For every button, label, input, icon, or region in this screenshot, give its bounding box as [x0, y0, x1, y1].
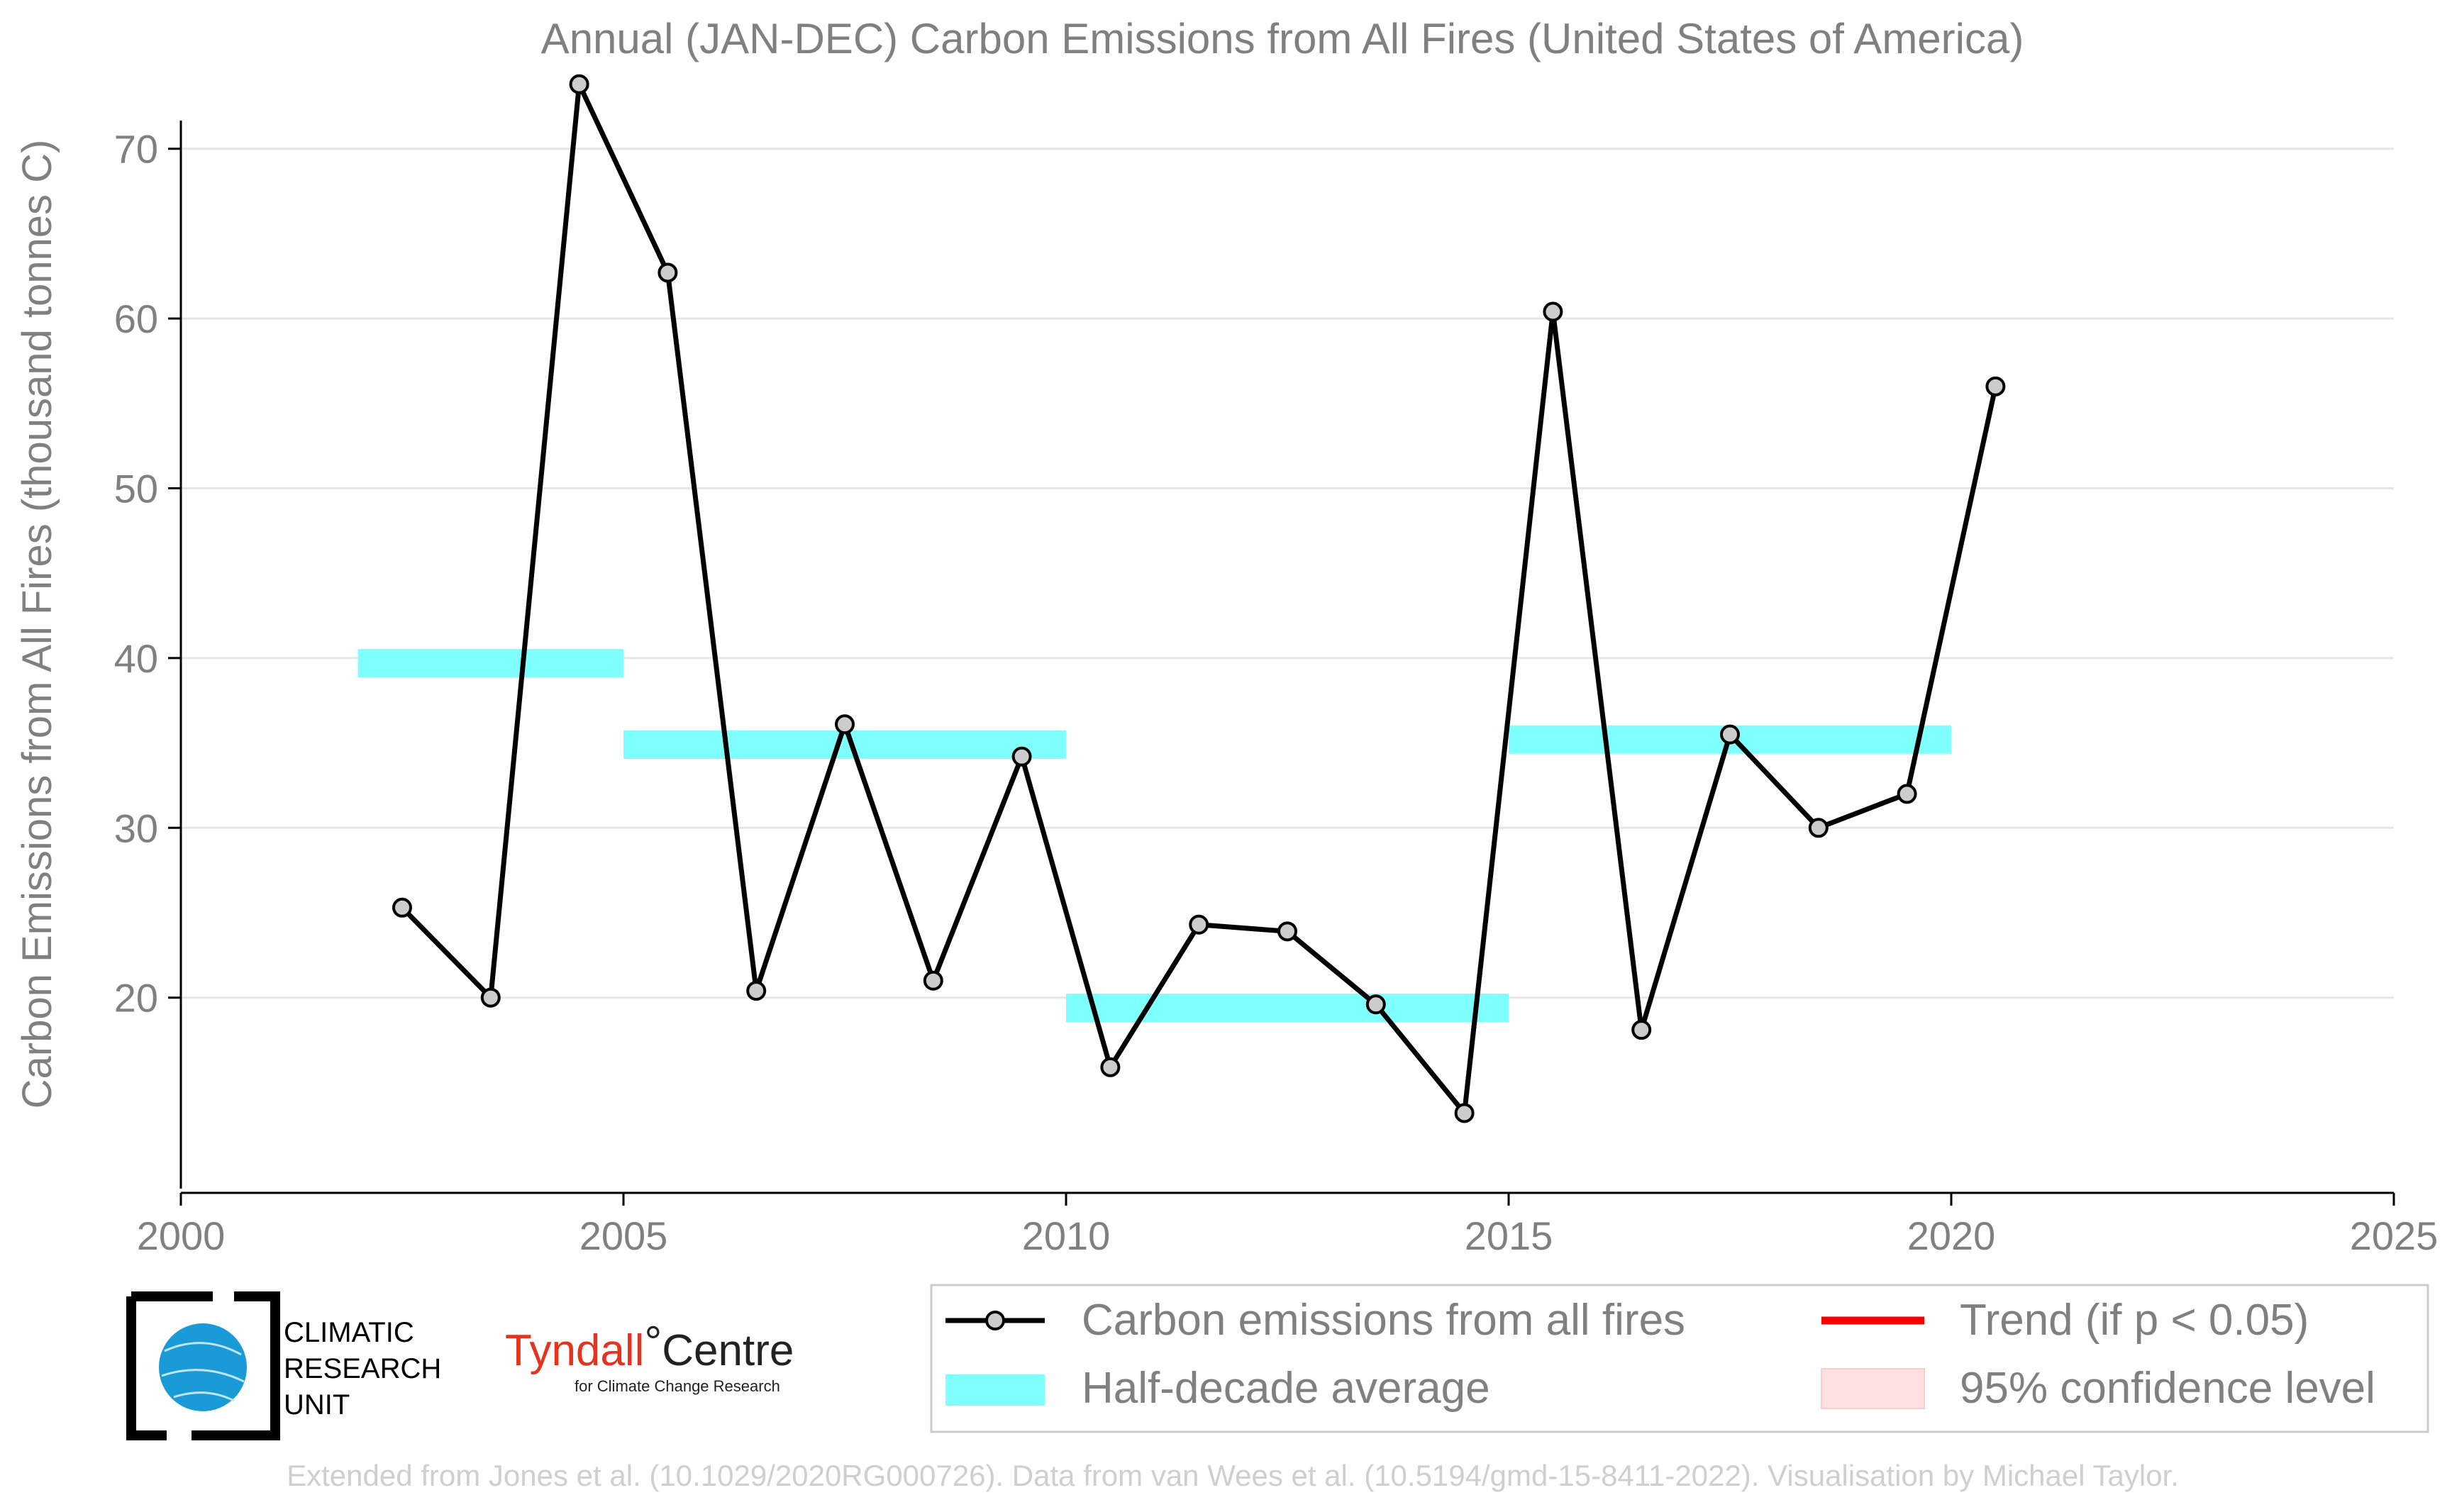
y-tick-label-60: 60: [114, 296, 158, 341]
footer-credit: Extended from Jones et al. (10.1029/2020…: [287, 1459, 2179, 1492]
cru-line-1: CLIMATIC: [284, 1317, 414, 1348]
tyndall-subtitle: for Climate Change Research: [575, 1377, 780, 1395]
legend-marker-swatch: [985, 1311, 1005, 1330]
legend-label-confidence: 95% confidence level: [1960, 1364, 2375, 1413]
legend-box: [930, 1284, 2429, 1433]
data-point-2010: [1100, 1057, 1121, 1077]
data-point-2012: [1277, 921, 1297, 942]
data-point-2007: [835, 714, 855, 735]
tyndall-wordmark: Tyndall°Centre: [505, 1318, 794, 1375]
x-axis: 2000 2005 2010 2015 2020 2025: [137, 1191, 2439, 1258]
legend: Carbon emissions from all fires Half-dec…: [930, 1284, 2429, 1433]
cru-line-2: RESEARCH: [284, 1353, 441, 1384]
legend-confidence-swatch: [1821, 1368, 1925, 1409]
y-axis-ticks: 20 30 40 50 60 70: [114, 121, 182, 1189]
data-point-2017: [1720, 724, 1740, 745]
data-point-2004: [569, 74, 589, 94]
legend-label-half-decade: Half-decade average: [1082, 1364, 1490, 1413]
data-point-2005: [658, 262, 678, 283]
data-point-2019: [1897, 784, 1917, 804]
globe-icon: [159, 1323, 247, 1411]
data-point-2015: [1543, 301, 1563, 322]
data-point-2006: [746, 981, 767, 1001]
x-tick-label-2020: 2020: [1907, 1213, 1996, 1258]
x-tick-label-2000: 2000: [137, 1213, 226, 1258]
cru-line-3: UNIT: [284, 1389, 350, 1421]
data-point-2014: [1454, 1103, 1475, 1123]
data-point-2013: [1365, 994, 1386, 1015]
emissions-series: [392, 74, 2006, 1123]
data-point-2003: [480, 987, 501, 1008]
data-point-2008: [923, 970, 943, 991]
tyndall-logo: Tyndall°Centre for Climate Change Resear…: [505, 1318, 794, 1395]
x-tick-label-2010: 2010: [1022, 1213, 1111, 1258]
cru-logo: CLIMATIC RESEARCH UNIT: [126, 1291, 441, 1440]
legend-label-trend: Trend (if p < 0.05): [1960, 1296, 2309, 1345]
data-point-2002: [392, 897, 412, 918]
x-tick-label-2025: 2025: [2350, 1213, 2439, 1258]
half-decade-band-1: [357, 649, 623, 678]
emissions-line: [400, 82, 1998, 1116]
y-tick-label-30: 30: [114, 806, 158, 850]
x-tick-label-2015: 2015: [1465, 1213, 1553, 1258]
tyndall-centre: Centre: [662, 1326, 794, 1375]
data-point-2018: [1808, 818, 1829, 838]
y-tick-label-20: 20: [114, 976, 158, 1021]
legend-band-swatch: [945, 1374, 1045, 1406]
tyndall-degree: °: [644, 1318, 662, 1367]
half-decade-band-3: [1066, 994, 1509, 1023]
y-tick-label-70: 70: [114, 127, 158, 172]
y-axis-label: Carbon Emissions from All Fires (thousan…: [14, 140, 60, 1109]
chart-title: Annual (JAN-DEC) Carbon Emissions from A…: [541, 15, 2024, 62]
half-decade-band-2: [623, 730, 1066, 759]
legend-label-emissions: Carbon emissions from all fires: [1082, 1296, 1685, 1345]
tyndall-main: Tyndall: [505, 1326, 644, 1375]
x-tick-label-2005: 2005: [579, 1213, 668, 1258]
y-tick-label-50: 50: [114, 466, 158, 511]
gridlines: [181, 148, 2394, 999]
half-decade-bands: [357, 649, 1951, 1023]
data-point-2016: [1631, 1020, 1652, 1040]
data-point-2009: [1011, 746, 1032, 767]
y-tick-label-40: 40: [114, 636, 158, 681]
data-point-2011: [1189, 914, 1209, 935]
data-point-2020: [1985, 376, 2006, 396]
